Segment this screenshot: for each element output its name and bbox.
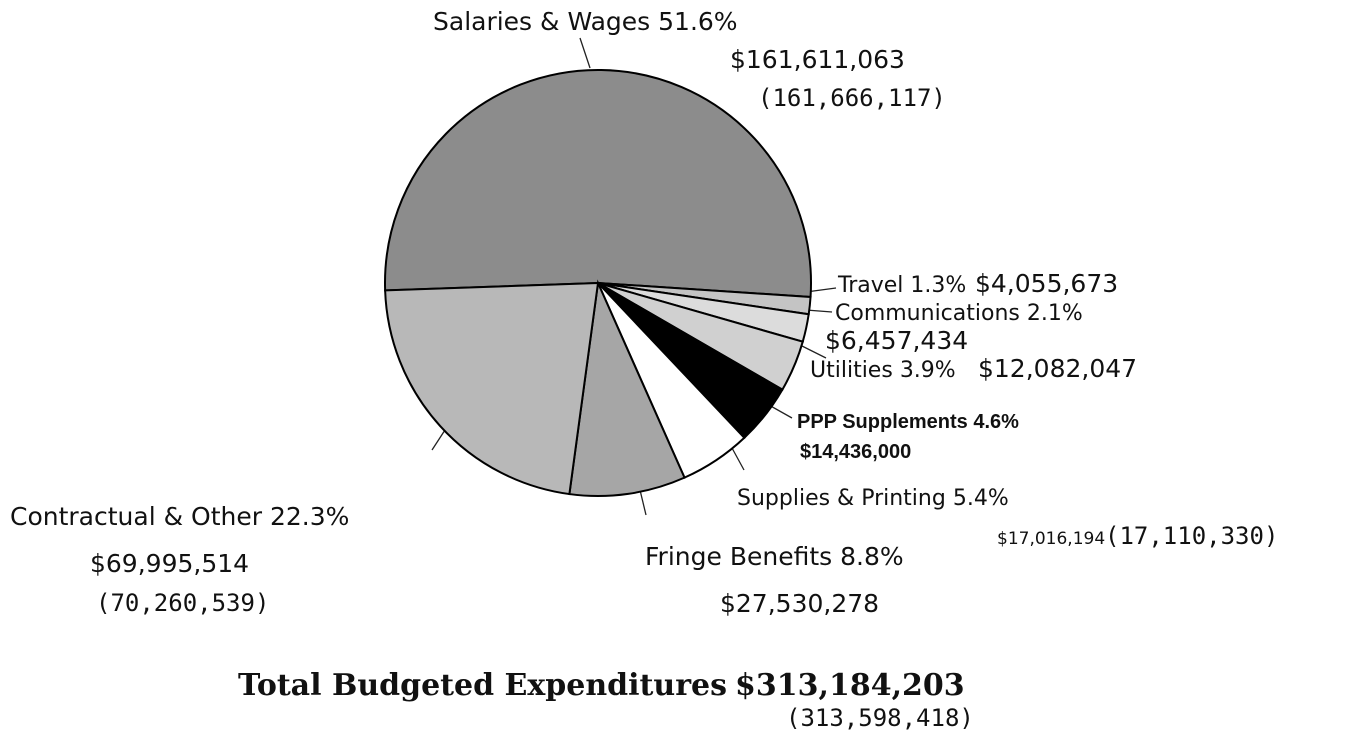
percent-label: 2.1%: [1027, 301, 1083, 326]
percent-label: 3.9%: [900, 358, 956, 383]
total-label: Total Budgeted Expenditures: [238, 668, 727, 703]
leader-line: [799, 344, 827, 359]
category-name: Supplies & Printing: [737, 486, 946, 511]
amount-label: $27,530,278: [720, 589, 879, 618]
prior-amount-label: (70,260,539): [96, 589, 269, 617]
slice-label: Travel 1.3%: [837, 273, 966, 298]
slice-label: Supplies & Printing 5.4%: [737, 486, 1009, 511]
percent-label: 5.4%: [953, 486, 1009, 511]
percent-label: 8.8%: [840, 542, 904, 571]
slice-label: PPP Supplements 4.6%: [797, 411, 1019, 433]
leader-line: [431, 429, 446, 451]
prior-amount-label: (161,666,117): [758, 84, 946, 112]
total-amount: $313,184,203: [735, 668, 965, 703]
percent-label: 1.3%: [910, 273, 966, 298]
category-name: Travel: [837, 273, 903, 298]
category-name: Contractual & Other: [10, 502, 263, 531]
leader-line: [805, 309, 833, 313]
prior-amount-label: (17,110,330): [1105, 522, 1278, 550]
pie-slice: [568, 279, 686, 497]
amount-label: $161,611,063: [730, 45, 905, 74]
category-name: Salaries & Wages: [433, 7, 650, 36]
slice-label: Salaries & Wages 51.6%: [433, 7, 738, 36]
percent-label: 4.6%: [973, 411, 1019, 433]
amount-label: $69,995,514: [90, 549, 249, 578]
category-name: Fringe Benefits: [645, 542, 832, 571]
category-name: Communications: [835, 301, 1020, 326]
leader-line: [639, 489, 647, 516]
leader-line: [579, 37, 591, 69]
category-name: Utilities: [810, 358, 893, 383]
amount-label: $14,436,000: [800, 441, 911, 463]
amount-label: $4,055,673: [975, 269, 1118, 298]
percent-label: 51.6%: [658, 7, 737, 36]
total-prior: (313,598,418): [786, 704, 974, 732]
slice-label: Fringe Benefits 8.8%: [645, 542, 904, 571]
slice-label: Contractual & Other 22.3%: [10, 502, 349, 531]
pie-slice: [384, 69, 812, 299]
amount-label: $17,016,194: [997, 529, 1105, 549]
slice-label: Utilities 3.9%: [810, 358, 956, 383]
pie-slice: [384, 281, 600, 496]
slice-label: Communications 2.1%: [835, 301, 1083, 326]
percent-label: 22.3%: [270, 502, 349, 531]
leader-line: [731, 447, 745, 471]
amount-label: $6,457,434: [825, 326, 968, 355]
amount-label: $12,082,047: [978, 354, 1137, 383]
category-name: PPP Supplements: [797, 411, 968, 433]
